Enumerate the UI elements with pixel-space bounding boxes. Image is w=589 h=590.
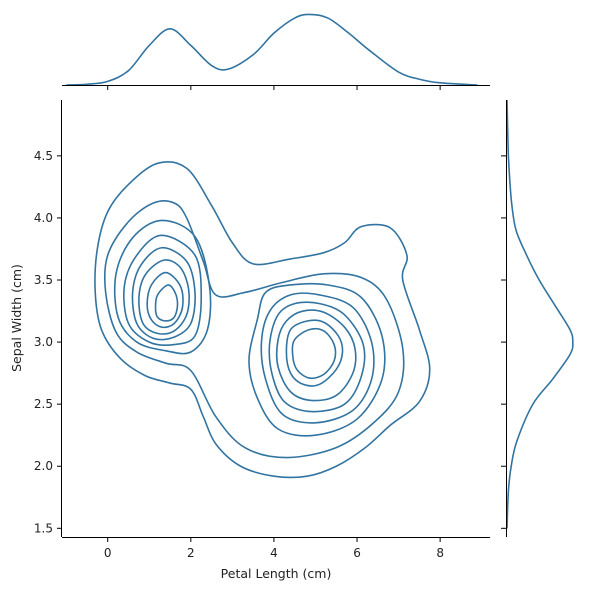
marginal-y-density-curve <box>506 99 574 529</box>
contour-level-3 <box>113 219 212 355</box>
marginal-y-panel <box>501 99 574 537</box>
contour-level-13 <box>154 284 179 322</box>
marginal-y-ticks <box>501 155 507 529</box>
y-tick-label: 4.0 <box>34 211 53 225</box>
marginal-x-panel <box>62 13 490 90</box>
marginal-x-ticks <box>107 85 441 90</box>
y-tick-label: 2.5 <box>34 397 53 411</box>
contour-level-10 <box>275 309 357 402</box>
y-tick-label: 4.5 <box>34 149 53 163</box>
x-tick-label: 0 <box>104 546 112 560</box>
contour-level-9 <box>138 259 190 335</box>
contour-level-7 <box>131 246 196 341</box>
y-tick-label: 1.5 <box>34 521 53 535</box>
contour-level-8 <box>268 301 366 413</box>
marginal-x-density-curve <box>66 13 478 86</box>
contour-level-4 <box>248 282 386 437</box>
y-tick-label: 3.5 <box>34 273 53 287</box>
contour-level-14 <box>291 327 337 380</box>
y-axis-ticks: 1.5 2.0 2.5 3.0 3.5 4.0 4.5 <box>34 149 62 535</box>
contour-level-1 <box>94 161 431 479</box>
x-tick-label: 8 <box>436 546 444 560</box>
x-tick-label: 6 <box>353 546 361 560</box>
y-tick-label: 3.0 <box>34 335 53 349</box>
contour-level-2 <box>103 200 405 459</box>
contour-level-6 <box>260 292 375 424</box>
x-tick-label: 2 <box>187 546 195 560</box>
joint-panel: 0 2 4 6 8 1.5 2.0 2.5 3.0 3.5 4.0 4.5 Petal Length… <box>9 100 490 581</box>
contour-level-12 <box>285 319 344 387</box>
y-tick-label: 2.0 <box>34 459 53 473</box>
x-tick-label: 4 <box>270 546 278 560</box>
x-axis-label: Petal Length (cm) <box>221 566 332 581</box>
contour-level-11 <box>146 271 184 329</box>
contour-level-5 <box>123 234 203 346</box>
y-axis-label: Sepal Width (cm) <box>9 264 24 372</box>
kde-contours <box>94 161 431 479</box>
x-axis-ticks: 0 2 4 6 8 <box>104 537 444 560</box>
